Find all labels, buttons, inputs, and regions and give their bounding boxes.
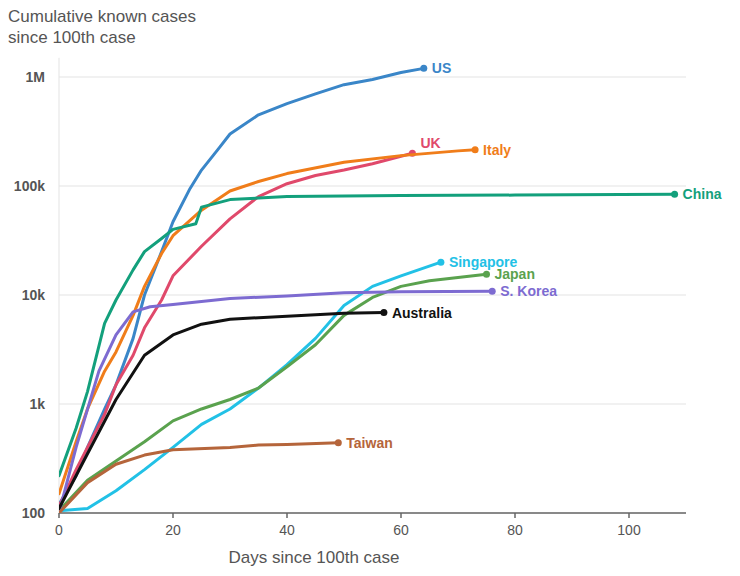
- x-axis-line: [59, 512, 686, 514]
- y-tick-label: 1k: [29, 396, 45, 412]
- series-label: Taiwan: [346, 435, 392, 451]
- series-end-dot: [335, 439, 342, 446]
- chart: Cumulative known cases since 100th case 10…: [0, 0, 740, 576]
- series-label: Italy: [483, 142, 511, 158]
- y-axis-line: [59, 58, 60, 513]
- series-end-dot: [420, 65, 427, 72]
- series-label: S. Korea: [500, 283, 557, 299]
- y-tick-label: 100: [22, 505, 46, 521]
- title-line: since 100th case: [8, 28, 136, 47]
- series-end-dot: [489, 288, 496, 295]
- x-axis-label: Days since 100th case: [228, 548, 399, 567]
- x-tick-label: 100: [617, 522, 641, 538]
- x-tick-label: 60: [393, 522, 409, 538]
- series-line: [59, 194, 675, 475]
- x-tick-label: 20: [165, 522, 181, 538]
- y-tick-label: 10k: [22, 287, 46, 303]
- series-label: US: [432, 60, 451, 76]
- series-end-dot: [472, 146, 479, 153]
- y-tick-label: 1M: [26, 69, 45, 85]
- grid-line: [59, 404, 686, 405]
- series-line: [59, 291, 492, 513]
- series-end-dot: [437, 259, 444, 266]
- grid-line: [59, 513, 686, 514]
- title-line: Cumulative known cases: [8, 7, 196, 26]
- grid: [59, 77, 686, 513]
- x-tick: [628, 513, 630, 518]
- x-tick: [286, 513, 288, 518]
- x-tick-label: 80: [507, 522, 523, 538]
- series-line: [59, 443, 338, 513]
- grid-line: [59, 186, 686, 187]
- series-label: Japan: [495, 266, 535, 282]
- series-labels: USUKItalyChinaSingaporeJapanS. KoreaAust…: [346, 60, 721, 450]
- y-tick-label: 100k: [14, 178, 45, 194]
- x-tick-label: 40: [279, 522, 295, 538]
- series-end-dot: [483, 271, 490, 278]
- x-tick: [400, 513, 402, 518]
- series-end-dot: [671, 191, 678, 198]
- grid-line: [59, 77, 686, 78]
- series-end-dot: [380, 309, 387, 316]
- series-line: [59, 313, 384, 509]
- series-line: [59, 150, 475, 494]
- grid-line: [59, 295, 686, 296]
- series-line: [59, 68, 424, 504]
- title: Cumulative known cases since 100th case: [8, 7, 196, 47]
- series-label: UK: [420, 135, 440, 151]
- x-tick: [172, 513, 174, 518]
- x-tick-label: 0: [55, 522, 63, 538]
- series-line: [59, 274, 487, 510]
- series-label: Australia: [392, 305, 452, 321]
- x-tick: [514, 513, 516, 518]
- plot-area: [59, 65, 678, 513]
- series-line: [59, 153, 412, 506]
- x-tick: [58, 513, 60, 518]
- series-line: [59, 262, 441, 511]
- series-label: China: [683, 186, 722, 202]
